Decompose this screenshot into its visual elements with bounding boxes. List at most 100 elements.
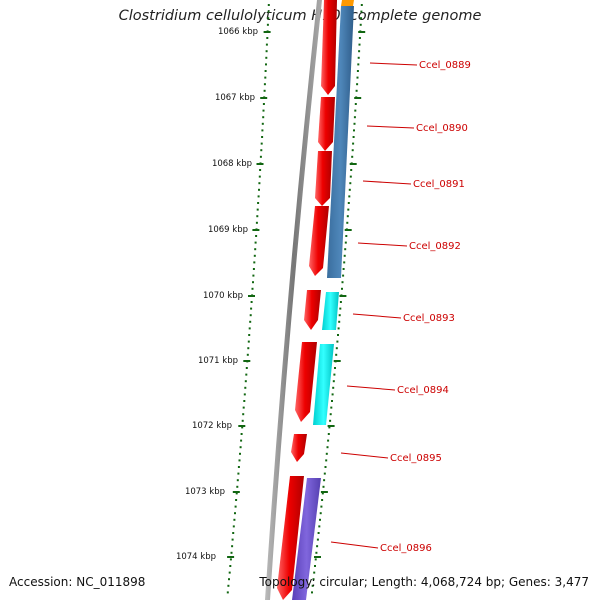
tick-dot <box>351 155 354 158</box>
major-tick <box>232 491 240 493</box>
tick-dot <box>260 149 263 152</box>
tick-dot <box>231 545 234 548</box>
tick-dot <box>338 320 341 323</box>
tick-dot <box>342 268 345 270</box>
tick-dot <box>249 314 252 317</box>
tick-dot <box>264 76 267 79</box>
tick-dot <box>228 578 230 581</box>
tick-dot <box>343 254 346 257</box>
tick-dot <box>266 23 269 26</box>
gene-label[interactable]: Ccel_0894 <box>397 385 449 396</box>
orange-feature <box>341 0 354 6</box>
tick-dot <box>311 584 314 587</box>
tick-label: 1073 kbp <box>185 487 225 497</box>
red-cds-arrow <box>321 0 337 95</box>
tick-label: 1071 kbp <box>198 356 238 366</box>
tick-dot <box>266 37 269 39</box>
tick-dot <box>263 83 266 86</box>
red-cds-arrow <box>315 151 332 206</box>
tick-dot <box>320 505 323 508</box>
tick-dot <box>352 136 355 138</box>
tick-dot <box>335 353 338 356</box>
tick-dot <box>241 426 244 429</box>
major-tick <box>227 556 235 558</box>
tick-dot <box>230 551 233 554</box>
tick-dot <box>243 400 246 402</box>
tick-label: 1072 kbp <box>192 421 232 431</box>
tick-dot <box>353 122 356 125</box>
red-cds-arrow <box>277 476 304 600</box>
tick-dot <box>236 485 239 488</box>
left-tick-dots <box>226 4 270 594</box>
tick-dot <box>357 63 360 66</box>
tick-dot <box>267 17 270 20</box>
tick-dot <box>321 499 324 501</box>
tick-label: 1066 kbp <box>218 27 258 37</box>
gene-label[interactable]: Ccel_0893 <box>403 313 455 324</box>
tick-dot <box>243 393 246 396</box>
tick-dot <box>330 406 333 409</box>
tick-dot <box>238 459 241 462</box>
tick-dot <box>339 307 342 310</box>
major-tick <box>256 163 264 165</box>
major-ticks <box>227 31 366 558</box>
tick-dot <box>247 340 250 343</box>
tick-dot <box>358 50 361 53</box>
tick-dot <box>356 83 359 86</box>
tick-dot <box>326 446 329 449</box>
tick-dot <box>356 76 359 79</box>
tick-dot <box>356 70 359 72</box>
tick-dot <box>264 70 267 72</box>
tick-dot <box>261 122 264 125</box>
major-tick <box>252 229 260 231</box>
tick-dot <box>353 129 355 132</box>
gene-label[interactable]: Ccel_0890 <box>416 123 468 134</box>
major-tick <box>243 360 251 362</box>
tick-dot <box>314 565 316 567</box>
tick-dot <box>235 499 238 501</box>
tick-dot <box>347 202 350 204</box>
tick-dot <box>267 10 270 13</box>
tick-dot <box>246 353 249 356</box>
tick-dot <box>255 235 258 237</box>
tick-dot <box>253 254 256 257</box>
tick-label: 1070 kbp <box>203 291 243 301</box>
red-cds-arrow <box>295 342 317 422</box>
tick-dot <box>244 380 247 383</box>
gene-label[interactable]: Ccel_0895 <box>390 453 442 464</box>
tick-dot <box>265 50 268 53</box>
tick-dot <box>265 43 268 46</box>
tick-dot <box>353 116 356 119</box>
tick-dot <box>327 439 330 442</box>
tick-dot <box>248 334 251 336</box>
tick-dot <box>240 433 243 435</box>
tick-dot <box>349 182 352 185</box>
gene-label[interactable]: Ccel_0892 <box>409 241 461 252</box>
tick-dot <box>265 63 267 66</box>
tick-dot <box>322 485 325 488</box>
tick-dot <box>234 505 237 508</box>
tick-dot <box>359 23 362 26</box>
tick-dot <box>259 155 262 158</box>
red-cds-arrow <box>304 290 321 330</box>
tick-dot <box>234 512 236 515</box>
tick-dot <box>227 584 230 587</box>
tick-dot <box>355 89 358 92</box>
major-tick <box>327 425 335 427</box>
tick-dot <box>267 4 270 6</box>
tick-dot <box>244 386 247 389</box>
tick-dot <box>235 492 238 495</box>
major-tick <box>320 491 328 493</box>
tick-dot <box>329 413 332 416</box>
tick-dot <box>252 274 255 277</box>
tick-dot <box>237 466 240 468</box>
tick-dot <box>240 439 243 442</box>
gene-label[interactable]: Ccel_0896 <box>380 543 432 554</box>
label-leaders <box>330 62 418 549</box>
tick-dot <box>332 380 335 383</box>
tick-dot <box>352 142 355 145</box>
gene-label[interactable]: Ccel_0889 <box>419 60 471 71</box>
gene-label[interactable]: Ccel_0891 <box>413 179 465 190</box>
